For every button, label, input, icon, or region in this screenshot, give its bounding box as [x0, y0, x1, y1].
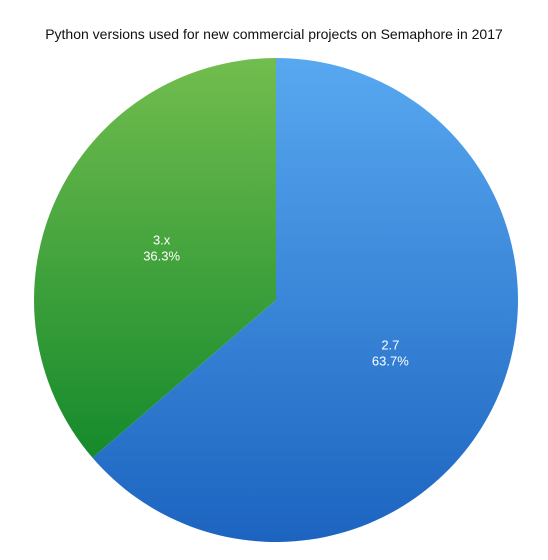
- pie-slice-2-7: [92, 58, 519, 542]
- slice-percent-label: 63.7%: [372, 354, 409, 369]
- slice-percent-label: 36.3%: [143, 248, 180, 263]
- chart-title: Python versions used for new commercial …: [45, 26, 503, 42]
- slice-name-label: 2.7: [381, 338, 399, 353]
- pie-slices: [34, 58, 519, 542]
- pie-labels: 2.763.7% 3.x36.3%: [143, 232, 409, 368]
- slice-name-label: 3.x: [153, 232, 171, 247]
- pie-slice-3-x: [34, 58, 276, 458]
